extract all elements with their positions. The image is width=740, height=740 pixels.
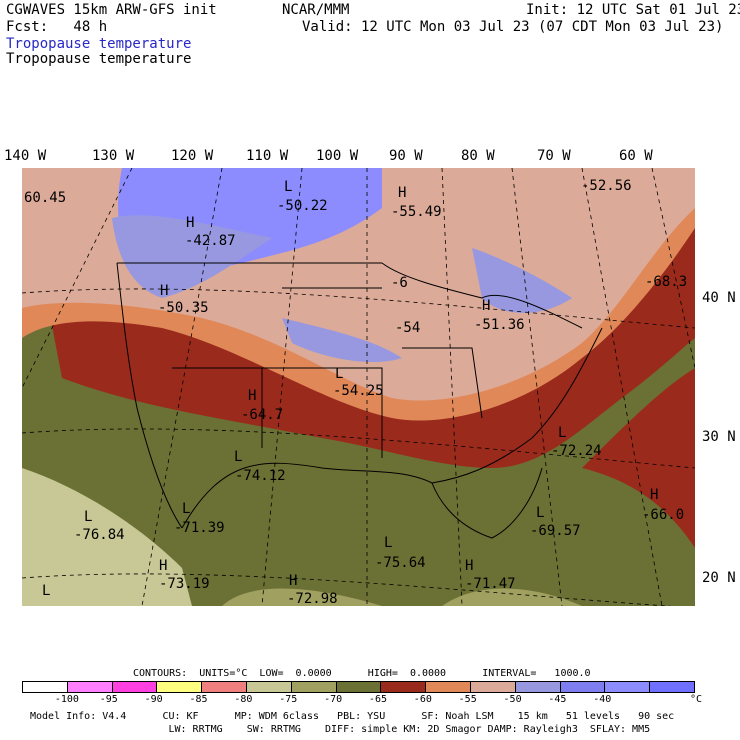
- value-label: -6: [391, 275, 408, 291]
- lat-label: 40 N: [702, 290, 736, 306]
- value-label: -71.47: [465, 576, 516, 592]
- legend-swatch: [23, 682, 68, 692]
- legend-swatch: [246, 682, 292, 692]
- low-marker: L: [42, 583, 51, 599]
- legend-tick-label: -70: [324, 694, 343, 705]
- physics-info: LW: RRTMG SW: RRTMG DIFF: simple KM: 2D …: [30, 724, 651, 735]
- lat-label: 30 N: [702, 429, 736, 445]
- low-marker: L: [558, 425, 567, 441]
- value-label: 60.45: [24, 190, 67, 206]
- field-title-blue: Tropopause temperature: [6, 36, 192, 52]
- legend-tick-label: -50: [503, 694, 522, 705]
- high-marker: H: [465, 558, 474, 574]
- value-label: -75.64: [375, 555, 426, 571]
- value-label: -50.22: [277, 198, 328, 214]
- legend-swatch: [202, 682, 247, 692]
- high-marker: H: [186, 215, 195, 231]
- legend-tick-label: -80: [234, 694, 253, 705]
- value-label: -73.19: [159, 576, 210, 592]
- value-label: -52.56: [581, 178, 632, 194]
- value-label: -74.12: [235, 468, 286, 484]
- legend-tick-label: -85: [189, 694, 208, 705]
- valid-time: Valid: 12 UTC Mon 03 Jul 23 (07 CDT Mon …: [302, 19, 724, 35]
- low-marker: L: [84, 509, 93, 525]
- lon-label: 90 W: [389, 148, 423, 164]
- legend-swatch: [426, 682, 471, 692]
- color-legend: [22, 681, 695, 693]
- value-label: -68.3: [645, 274, 688, 290]
- legend-tick-label: -60: [413, 694, 432, 705]
- legend-swatch: [291, 682, 337, 692]
- low-marker: L: [536, 505, 545, 521]
- legend-swatch: [381, 682, 427, 692]
- init-time: Init: 12 UTC Sat 01 Jul 23: [526, 2, 740, 18]
- value-label: -69.57: [530, 523, 581, 539]
- legend-tick-label: -100: [54, 694, 79, 705]
- field-title: Tropopause temperature: [6, 51, 192, 67]
- high-marker: H: [160, 283, 169, 299]
- legend-swatch: [515, 682, 561, 692]
- lon-label: 140 W: [4, 148, 47, 164]
- legend-tick-label: -55: [458, 694, 477, 705]
- legend-tick-label: -45: [548, 694, 567, 705]
- high-marker: H: [650, 487, 659, 503]
- value-label: -72.98: [287, 591, 338, 607]
- lon-label: 130 W: [92, 148, 135, 164]
- legend-unit: °C: [690, 694, 703, 705]
- low-marker: L: [182, 501, 191, 517]
- high-marker: H: [248, 388, 257, 404]
- legend-swatch: [470, 682, 516, 692]
- value-label: -71.39: [174, 520, 225, 536]
- low-marker: L: [384, 535, 393, 551]
- value-label: -51.36: [474, 317, 525, 333]
- legend-tick-label: -40: [593, 694, 612, 705]
- high-marker: H: [159, 558, 168, 574]
- legend-tick-label: -65: [368, 694, 387, 705]
- low-marker: L: [284, 179, 293, 195]
- value-label: -76.84: [74, 527, 125, 543]
- high-marker: H: [398, 185, 407, 201]
- value-label: -66.0: [642, 507, 685, 523]
- lon-label: 70 W: [537, 148, 571, 164]
- legend-tick-label: -75: [279, 694, 298, 705]
- lon-label: 60 W: [619, 148, 653, 164]
- legend-tick-label: -95: [99, 694, 118, 705]
- map-canvas: [22, 168, 695, 606]
- forecast-hour: Fcst: 48 h: [6, 19, 108, 35]
- lon-label: 110 W: [246, 148, 289, 164]
- lon-label: 100 W: [316, 148, 359, 164]
- high-marker: H: [482, 298, 491, 314]
- model-title: CGWAVES 15km ARW-GFS init: [6, 2, 217, 18]
- value-label: -42.87: [185, 233, 236, 249]
- legend-swatch: [650, 682, 694, 692]
- contours-info: CONTOURS: UNITS=°C LOW= 0.0000 HIGH= 0.0…: [133, 668, 591, 679]
- model-info: Model Info: V4.4 CU: KF MP: WDM 6class P…: [30, 711, 675, 722]
- value-label: -72.24: [551, 443, 602, 459]
- legend-swatch: [336, 682, 382, 692]
- value-label: -54.25: [333, 383, 384, 399]
- low-marker: L: [335, 366, 344, 382]
- legend-swatch: [157, 682, 203, 692]
- tropopause-temperature-map: L -50.22 H -55.49 -52.56 60.45 H -42.87 …: [22, 168, 695, 606]
- legend-swatch: [560, 682, 606, 692]
- legend-tick-label: -90: [144, 694, 163, 705]
- lon-label: 120 W: [171, 148, 214, 164]
- lat-label: 20 N: [702, 570, 736, 586]
- value-label: -64.7: [241, 407, 284, 423]
- low-marker: L: [234, 449, 243, 465]
- high-marker: H: [289, 573, 298, 589]
- legend-swatch: [605, 682, 651, 692]
- center-label: NCAR/MMM: [282, 2, 350, 18]
- legend-swatch: [67, 682, 113, 692]
- value-label: -54: [395, 320, 421, 336]
- value-label: -50.35: [158, 300, 209, 316]
- lon-label: 80 W: [461, 148, 495, 164]
- value-label: -55.49: [391, 204, 442, 220]
- legend-swatch: [112, 682, 158, 692]
